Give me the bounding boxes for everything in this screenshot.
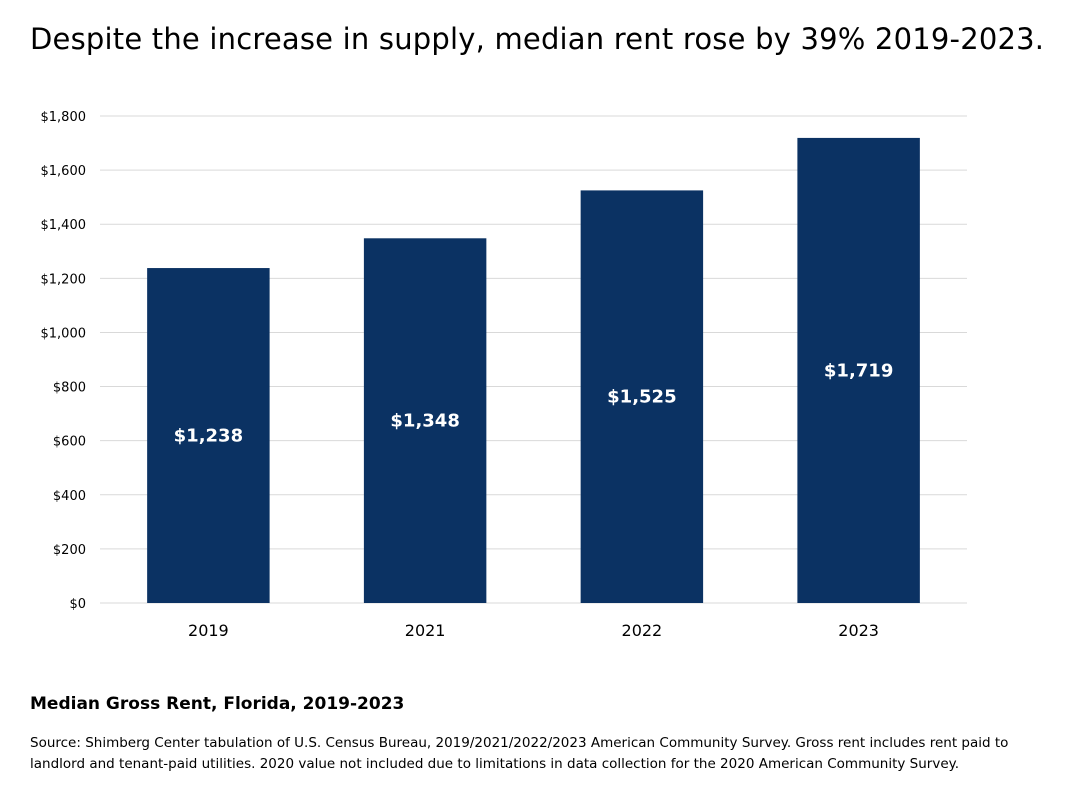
bar — [363, 238, 487, 603]
chart-title: Despite the increase in supply, median r… — [30, 22, 1045, 56]
y-tick-label: $1,600 — [41, 164, 87, 179]
y-tick-label: $800 — [53, 381, 86, 396]
bar — [580, 190, 704, 603]
bar-chart: $0 $200 $400 $600 $800 $1,000 $1,200 $1,400 $1,6… — [41, 110, 967, 640]
y-tick-label: $0 — [69, 597, 86, 612]
y-tick-label: $1,800 — [41, 110, 87, 125]
bar-data-label: $1,348 — [390, 411, 459, 432]
y-tick-label: $400 — [53, 489, 86, 504]
x-tick-label: 2022 — [622, 621, 663, 640]
bar-data-label: $1,719 — [824, 360, 893, 381]
bar — [147, 268, 270, 603]
bar-data-labels: $1,238 $1,348 $1,525 $1,719 — [174, 360, 894, 446]
y-tick-label: $1,200 — [41, 272, 87, 287]
y-tick-label: $200 — [53, 543, 86, 558]
x-tick-label: 2019 — [188, 621, 229, 640]
bar-data-label: $1,238 — [174, 426, 243, 447]
source-note: Source: Shimberg Center tabulation of U.… — [30, 735, 1009, 772]
bar-data-label: $1,525 — [607, 387, 676, 408]
bars — [147, 137, 920, 603]
chart-caption: Median Gross Rent, Florida, 2019-2023 — [30, 694, 405, 714]
y-tick-label: $1,400 — [41, 218, 87, 233]
y-tick-label: $600 — [53, 435, 86, 450]
bar — [797, 137, 920, 603]
x-tick-label: 2023 — [838, 621, 879, 640]
x-tick-label: 2021 — [405, 621, 446, 640]
y-axis-tick-labels: $0 $200 $400 $600 $800 $1,000 $1,200 $1,400 $1,6… — [41, 110, 87, 612]
x-axis-tick-labels: 2019 2021 2022 2023 — [188, 621, 879, 640]
y-tick-label: $1,000 — [41, 326, 87, 341]
